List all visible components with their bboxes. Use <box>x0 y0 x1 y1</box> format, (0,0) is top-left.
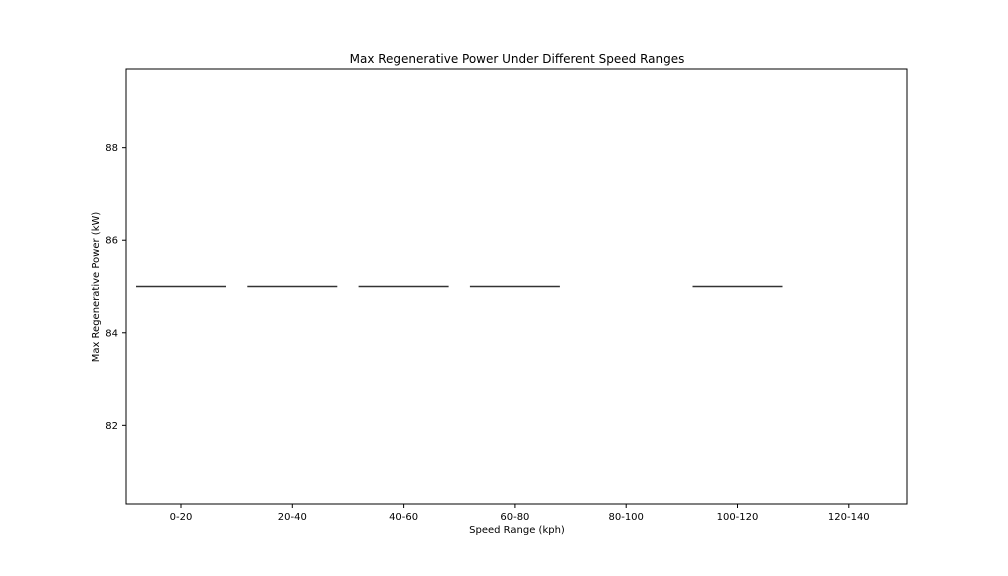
x-tick-label: 40-60 <box>389 512 418 523</box>
x-axis-label: Speed Range (kph) <box>469 525 565 536</box>
x-axis: 0-20 20-40 40-60 60-80 80-100 100-120 120-140 <box>170 504 870 523</box>
x-tick-label: 20-40 <box>278 512 307 523</box>
x-tick-label: 60-80 <box>500 512 529 523</box>
x-tick-label: 80-100 <box>608 512 643 523</box>
y-tick-label: 86 <box>105 236 118 247</box>
x-tick-label: 120-140 <box>828 512 870 523</box>
chart-title: Max Regenerative Power Under Different S… <box>350 52 685 66</box>
y-axis-label: Max Regenerative Power (kW) <box>91 212 102 363</box>
x-tick-label: 0-20 <box>170 512 193 523</box>
y-axis: 82 84 86 88 <box>105 143 126 432</box>
plot-frame <box>125 68 908 505</box>
y-tick-label: 82 <box>105 421 118 432</box>
x-tick-label: 100-120 <box>717 512 759 523</box>
y-tick-label: 84 <box>105 328 118 339</box>
y-tick-label: 88 <box>105 143 118 154</box>
